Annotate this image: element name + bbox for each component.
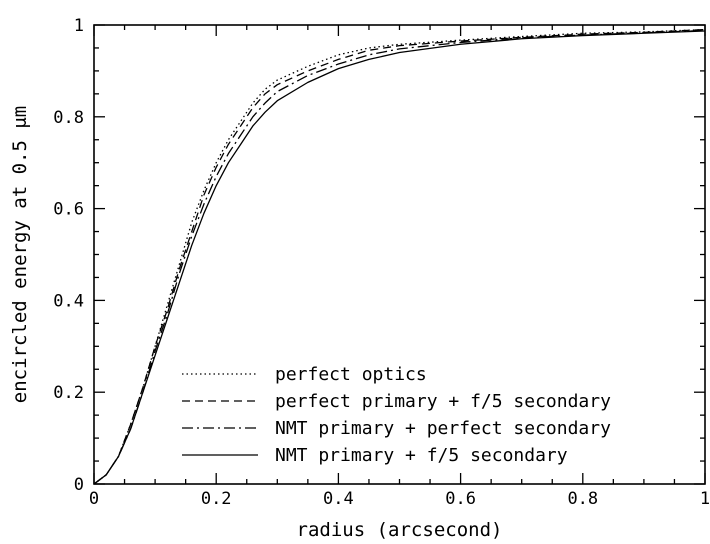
y-tick-label: 1: [74, 16, 84, 36]
x-tick-label: 0.8: [567, 489, 598, 509]
y-tick-label: 0.8: [53, 108, 84, 128]
series-lines: [93, 28, 706, 485]
x-axis-title: radius (arcsecond): [297, 519, 503, 541]
y-axis-title: encircled energy at 0.5 μm: [9, 106, 31, 403]
x-tick-label: 0.2: [201, 489, 232, 509]
y-tick-label: 0.2: [53, 383, 84, 403]
y-tick-label: 0.4: [53, 291, 84, 311]
legend-label: NMT primary + f/5 secondary: [275, 445, 568, 466]
tick-labels: 0 0.2 0.4 0.6 0.8 1 0 0.2 0.4 0.6 0.8 1: [53, 16, 710, 509]
x-tick-label: 0.4: [323, 489, 354, 509]
ticks: [93, 24, 706, 485]
legend-label: perfect optics: [275, 364, 427, 385]
legend-label: NMT primary + perfect secondary: [275, 418, 611, 439]
series-line-dashed: [93, 28, 706, 485]
series-line-solid: [93, 30, 706, 485]
x-tick-label: 0.6: [445, 489, 476, 509]
x-tick-label: 1: [700, 489, 710, 509]
legend: perfect optics perfect primary + f/5 seco…: [182, 364, 611, 466]
x-tick-label: 0: [89, 489, 99, 509]
y-tick-label: 0.6: [53, 200, 84, 220]
legend-label: perfect primary + f/5 secondary: [275, 391, 611, 412]
y-tick-label: 0: [74, 475, 84, 495]
